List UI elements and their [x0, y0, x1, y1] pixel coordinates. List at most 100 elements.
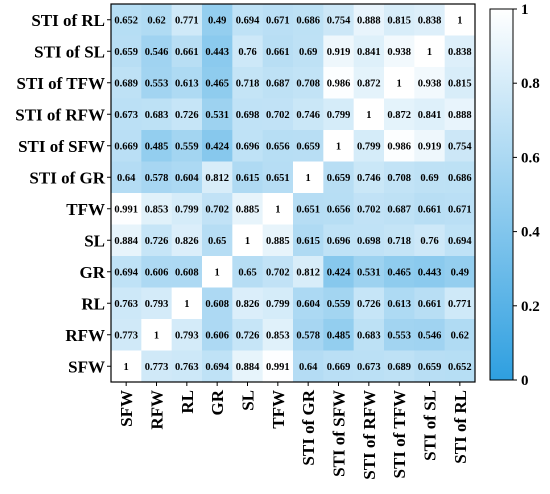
- cell-value-label: 0.485: [327, 330, 351, 341]
- heatmap-cell: [171, 130, 203, 162]
- cell-value-label: 0.689: [114, 78, 138, 89]
- cell-value-label: 0.726: [357, 299, 381, 310]
- heatmap-cell: [384, 161, 415, 194]
- cell-value-label: 0.686: [296, 15, 320, 26]
- column-label: STI of RL: [451, 390, 470, 464]
- heatmap-cell: [141, 98, 172, 131]
- colorbar-tick-label: 1: [521, 2, 529, 18]
- heatmap-cell: [141, 193, 172, 225]
- cell-value-label: 0.919: [418, 141, 442, 152]
- cell-value-label: 0.771: [175, 15, 199, 26]
- heatmap-cell: [111, 287, 142, 320]
- heatmap-cell: [111, 350, 142, 383]
- heatmap-cell: [202, 4, 233, 36]
- heatmap-cell: [384, 287, 415, 320]
- cell-value-label: 0.773: [114, 330, 138, 341]
- cell-value-label: 0.615: [296, 236, 320, 247]
- cell-value-label: 0.65: [208, 236, 226, 247]
- cell-value-label: 0.546: [418, 330, 442, 341]
- column-label: RL: [178, 390, 197, 414]
- column-label: STI of TFW: [390, 390, 409, 479]
- row-label: STI of SL: [34, 42, 105, 61]
- cell-value-label: 0.671: [266, 15, 290, 26]
- column-label: GR: [208, 389, 227, 415]
- cell-value-label: 0.991: [266, 362, 290, 373]
- heatmap-cell: [353, 193, 385, 225]
- cell-value-label: 0.69: [420, 173, 438, 184]
- heatmap-cell: [323, 161, 354, 194]
- heatmap-cell: [171, 67, 203, 99]
- heatmap-cell: [141, 287, 172, 320]
- cell-value-label: 0.763: [175, 362, 199, 373]
- heatmap-cell: [353, 35, 385, 68]
- cell-value-label: 0.793: [145, 299, 169, 310]
- heatmap-cell: [171, 4, 203, 36]
- cell-value-label: 0.919: [327, 47, 351, 58]
- heatmap-cell: [232, 67, 263, 99]
- cell-value-label: 0.888: [357, 15, 381, 26]
- heatmap-cell: [141, 350, 172, 383]
- cell-value-label: 0.669: [327, 362, 351, 373]
- cell-value-label: 0.815: [387, 15, 411, 26]
- row-label: STI of TFW: [17, 74, 106, 93]
- heatmap-cell: [323, 193, 354, 225]
- cell-value-label: 0.559: [175, 141, 199, 152]
- cell-value-label: 1: [427, 47, 432, 58]
- colorbar: [489, 8, 514, 381]
- cell-value-label: 0.838: [418, 15, 442, 26]
- heatmap-cell: [202, 35, 233, 68]
- heatmap-cell: [323, 319, 354, 351]
- cell-value-label: 0.746: [296, 110, 320, 121]
- heatmap-cell: [353, 67, 385, 99]
- heatmap-cell: [384, 98, 415, 131]
- cell-value-label: 0.702: [205, 204, 229, 215]
- colorbar-tick-label: 0: [521, 373, 529, 389]
- column-label: STI of SL: [421, 390, 440, 461]
- cell-value-label: 0.763: [114, 299, 138, 310]
- cell-value-label: 0.559: [327, 299, 351, 310]
- heatmap-cell: [414, 319, 445, 351]
- cell-value-label: 0.652: [448, 362, 472, 373]
- heatmap-cell: [111, 319, 142, 351]
- heatmap-cell: [444, 161, 476, 194]
- heatmap-cell: [232, 256, 263, 288]
- cell-value-label: 0.773: [145, 362, 169, 373]
- heatmap-cell: [171, 98, 203, 131]
- column-label: STI of SFW: [330, 390, 349, 477]
- cell-value-label: 0.698: [357, 236, 381, 247]
- cell-value-label: 0.656: [266, 141, 290, 152]
- cell-value-label: 0.615: [236, 173, 260, 184]
- heatmap-cell: [202, 287, 233, 320]
- heatmap-cell: [262, 256, 294, 288]
- cell-value-label: 0.424: [205, 141, 229, 152]
- row-label: GR: [80, 263, 106, 282]
- heatmap-cell: [293, 193, 324, 225]
- heatmap-cell: [202, 193, 233, 225]
- heatmap-cell: [141, 319, 172, 351]
- heatmap-cell: [141, 35, 172, 68]
- heatmap-cell: [414, 256, 445, 288]
- heatmap-cell: [262, 193, 294, 225]
- heatmap-cell: [353, 98, 385, 131]
- cell-value-label: 0.872: [357, 78, 381, 89]
- cell-value-label: 0.578: [145, 173, 169, 184]
- cell-value-label: 0.62: [451, 330, 469, 341]
- cell-value-label: 0.443: [418, 267, 442, 278]
- cell-value-label: 0.853: [266, 330, 290, 341]
- cell-value-label: 0.694: [114, 267, 138, 278]
- heatmap-cell: [323, 67, 354, 99]
- cell-value-label: 0.64: [117, 173, 136, 184]
- cell-value-label: 0.652: [114, 15, 138, 26]
- cell-value-label: 0.485: [145, 141, 169, 152]
- row-label: RFW: [65, 326, 105, 345]
- heatmap-cell: [414, 35, 445, 68]
- heatmap-cell: [444, 319, 476, 351]
- cell-value-label: 1: [397, 78, 402, 89]
- heatmap-cell: [323, 98, 354, 131]
- heatmap-cell: [293, 256, 324, 288]
- heatmap-cell: [353, 256, 385, 288]
- cell-value-label: 0.606: [205, 330, 229, 341]
- cell-value-label: 1: [366, 110, 371, 121]
- row-label: STI of SFW: [18, 137, 105, 156]
